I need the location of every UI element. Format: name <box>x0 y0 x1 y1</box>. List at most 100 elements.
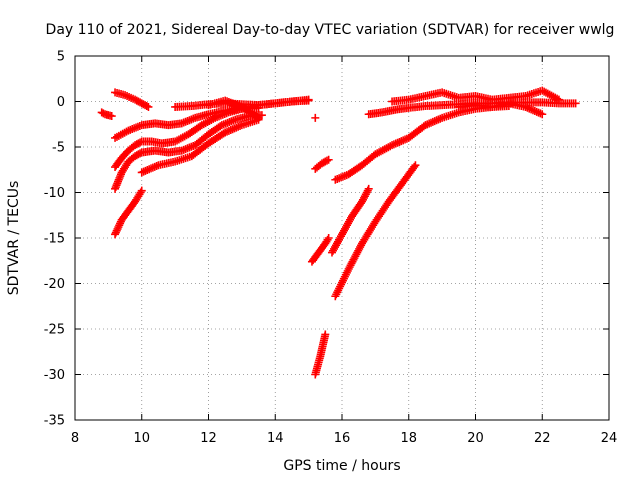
data-point-marker <box>436 114 445 123</box>
data-point-marker <box>324 234 333 242</box>
y-axis-title: SDTVAR / TECUs <box>6 181 22 296</box>
x-tick-label: 18 <box>400 431 417 446</box>
data-point-marker <box>137 168 146 177</box>
data-series <box>307 234 333 266</box>
data-point-marker <box>536 109 545 118</box>
data-point-marker <box>427 118 435 127</box>
x-tick-label: 8 <box>71 431 79 446</box>
data-point-marker <box>363 186 372 195</box>
data-point-marker <box>254 113 263 122</box>
y-tick-label: -15 <box>44 232 65 247</box>
data-series <box>97 108 116 121</box>
data-point-marker <box>147 164 156 173</box>
chart-title: Day 110 of 2021, Sidereal Day-to-day VTE… <box>46 22 615 38</box>
data-points <box>97 86 580 379</box>
data-series <box>331 102 513 184</box>
data-series <box>111 111 266 193</box>
data-point-marker <box>115 221 124 230</box>
data-point-marker <box>430 117 439 126</box>
data-point-marker <box>388 141 397 150</box>
x-tick-label: 10 <box>133 431 150 446</box>
data-point-marker <box>410 162 419 171</box>
x-tick-label: 14 <box>267 431 284 446</box>
data-point-marker <box>324 155 333 164</box>
data-point-marker <box>139 167 148 176</box>
data-point-marker <box>391 139 400 148</box>
data-point-marker <box>397 137 406 146</box>
data-point-marker <box>111 228 120 237</box>
data-point-marker <box>136 138 145 147</box>
data-point-marker <box>226 126 235 135</box>
data-point-marker <box>142 102 151 111</box>
data-series <box>137 115 263 177</box>
data-point-marker <box>527 105 536 114</box>
data-point-marker <box>364 184 373 193</box>
data-point-marker <box>143 166 152 175</box>
data-series <box>311 330 330 379</box>
data-point-marker <box>523 103 532 112</box>
data-series <box>388 86 563 106</box>
data-point-marker <box>530 107 539 116</box>
x-tick-label: 22 <box>534 431 551 446</box>
data-series <box>111 186 146 239</box>
y-tick-label: -25 <box>44 323 65 338</box>
data-point-marker <box>395 137 404 146</box>
data-point-marker <box>386 142 395 151</box>
x-tick-label: 20 <box>467 431 484 446</box>
data-series <box>204 96 263 122</box>
data-point-marker <box>554 95 563 104</box>
data-point-marker <box>228 125 237 134</box>
data-point-marker <box>144 102 153 111</box>
x-tick-label: 12 <box>200 431 217 446</box>
data-point-marker <box>252 112 261 121</box>
data-point-marker <box>145 165 154 174</box>
data-point-marker <box>421 121 430 130</box>
data-point-marker <box>538 110 547 119</box>
data-point-marker <box>434 115 443 124</box>
data-point-marker <box>234 122 243 131</box>
data-point-marker <box>399 136 408 145</box>
data-point-marker <box>534 108 543 117</box>
data-point-marker <box>393 138 402 147</box>
data-point-marker <box>112 226 121 235</box>
data-series <box>111 88 153 111</box>
data-point-marker <box>221 128 230 137</box>
data-point-marker <box>230 124 239 133</box>
data-point-marker <box>389 140 398 149</box>
data-point-marker <box>223 127 232 136</box>
x-tick-label: 24 <box>601 431 618 446</box>
data-point-marker <box>428 117 437 126</box>
data-point-marker <box>136 188 145 197</box>
data-point-marker <box>553 94 562 103</box>
y-tick-label: -5 <box>52 141 65 156</box>
data-point-marker <box>425 119 434 128</box>
data-point-marker <box>528 106 537 115</box>
x-tick-label: 16 <box>334 431 351 446</box>
y-tick-label: -10 <box>44 186 65 201</box>
data-point-marker <box>432 116 441 125</box>
data-series <box>311 113 320 122</box>
data-point-marker <box>411 161 420 170</box>
data-point-marker <box>521 102 530 111</box>
data-point-marker <box>148 163 157 172</box>
y-tick-label: 0 <box>57 95 65 110</box>
data-point-marker <box>236 121 245 130</box>
y-tick-label: -30 <box>44 368 65 383</box>
data-series <box>327 184 373 257</box>
data-point-marker <box>401 135 410 144</box>
data-point-marker <box>532 107 541 116</box>
data-point-marker <box>321 330 330 339</box>
data-point-marker <box>150 162 159 171</box>
data-point-marker <box>113 224 122 233</box>
data-point-marker <box>322 156 331 165</box>
data-series <box>454 99 547 119</box>
data-series <box>311 155 333 173</box>
data-point-marker <box>232 123 241 132</box>
axes: 8 10 12 14 16 18 20 22 24 5 0 -5 -10 -15 -20 -25 -30 -35 <box>44 50 618 447</box>
data-point-marker <box>111 230 120 239</box>
data-point-marker <box>137 186 146 195</box>
y-tick-label: -20 <box>44 277 65 292</box>
y-tick-label: -35 <box>44 414 65 429</box>
x-axis-title: GPS time / hours <box>283 458 400 474</box>
